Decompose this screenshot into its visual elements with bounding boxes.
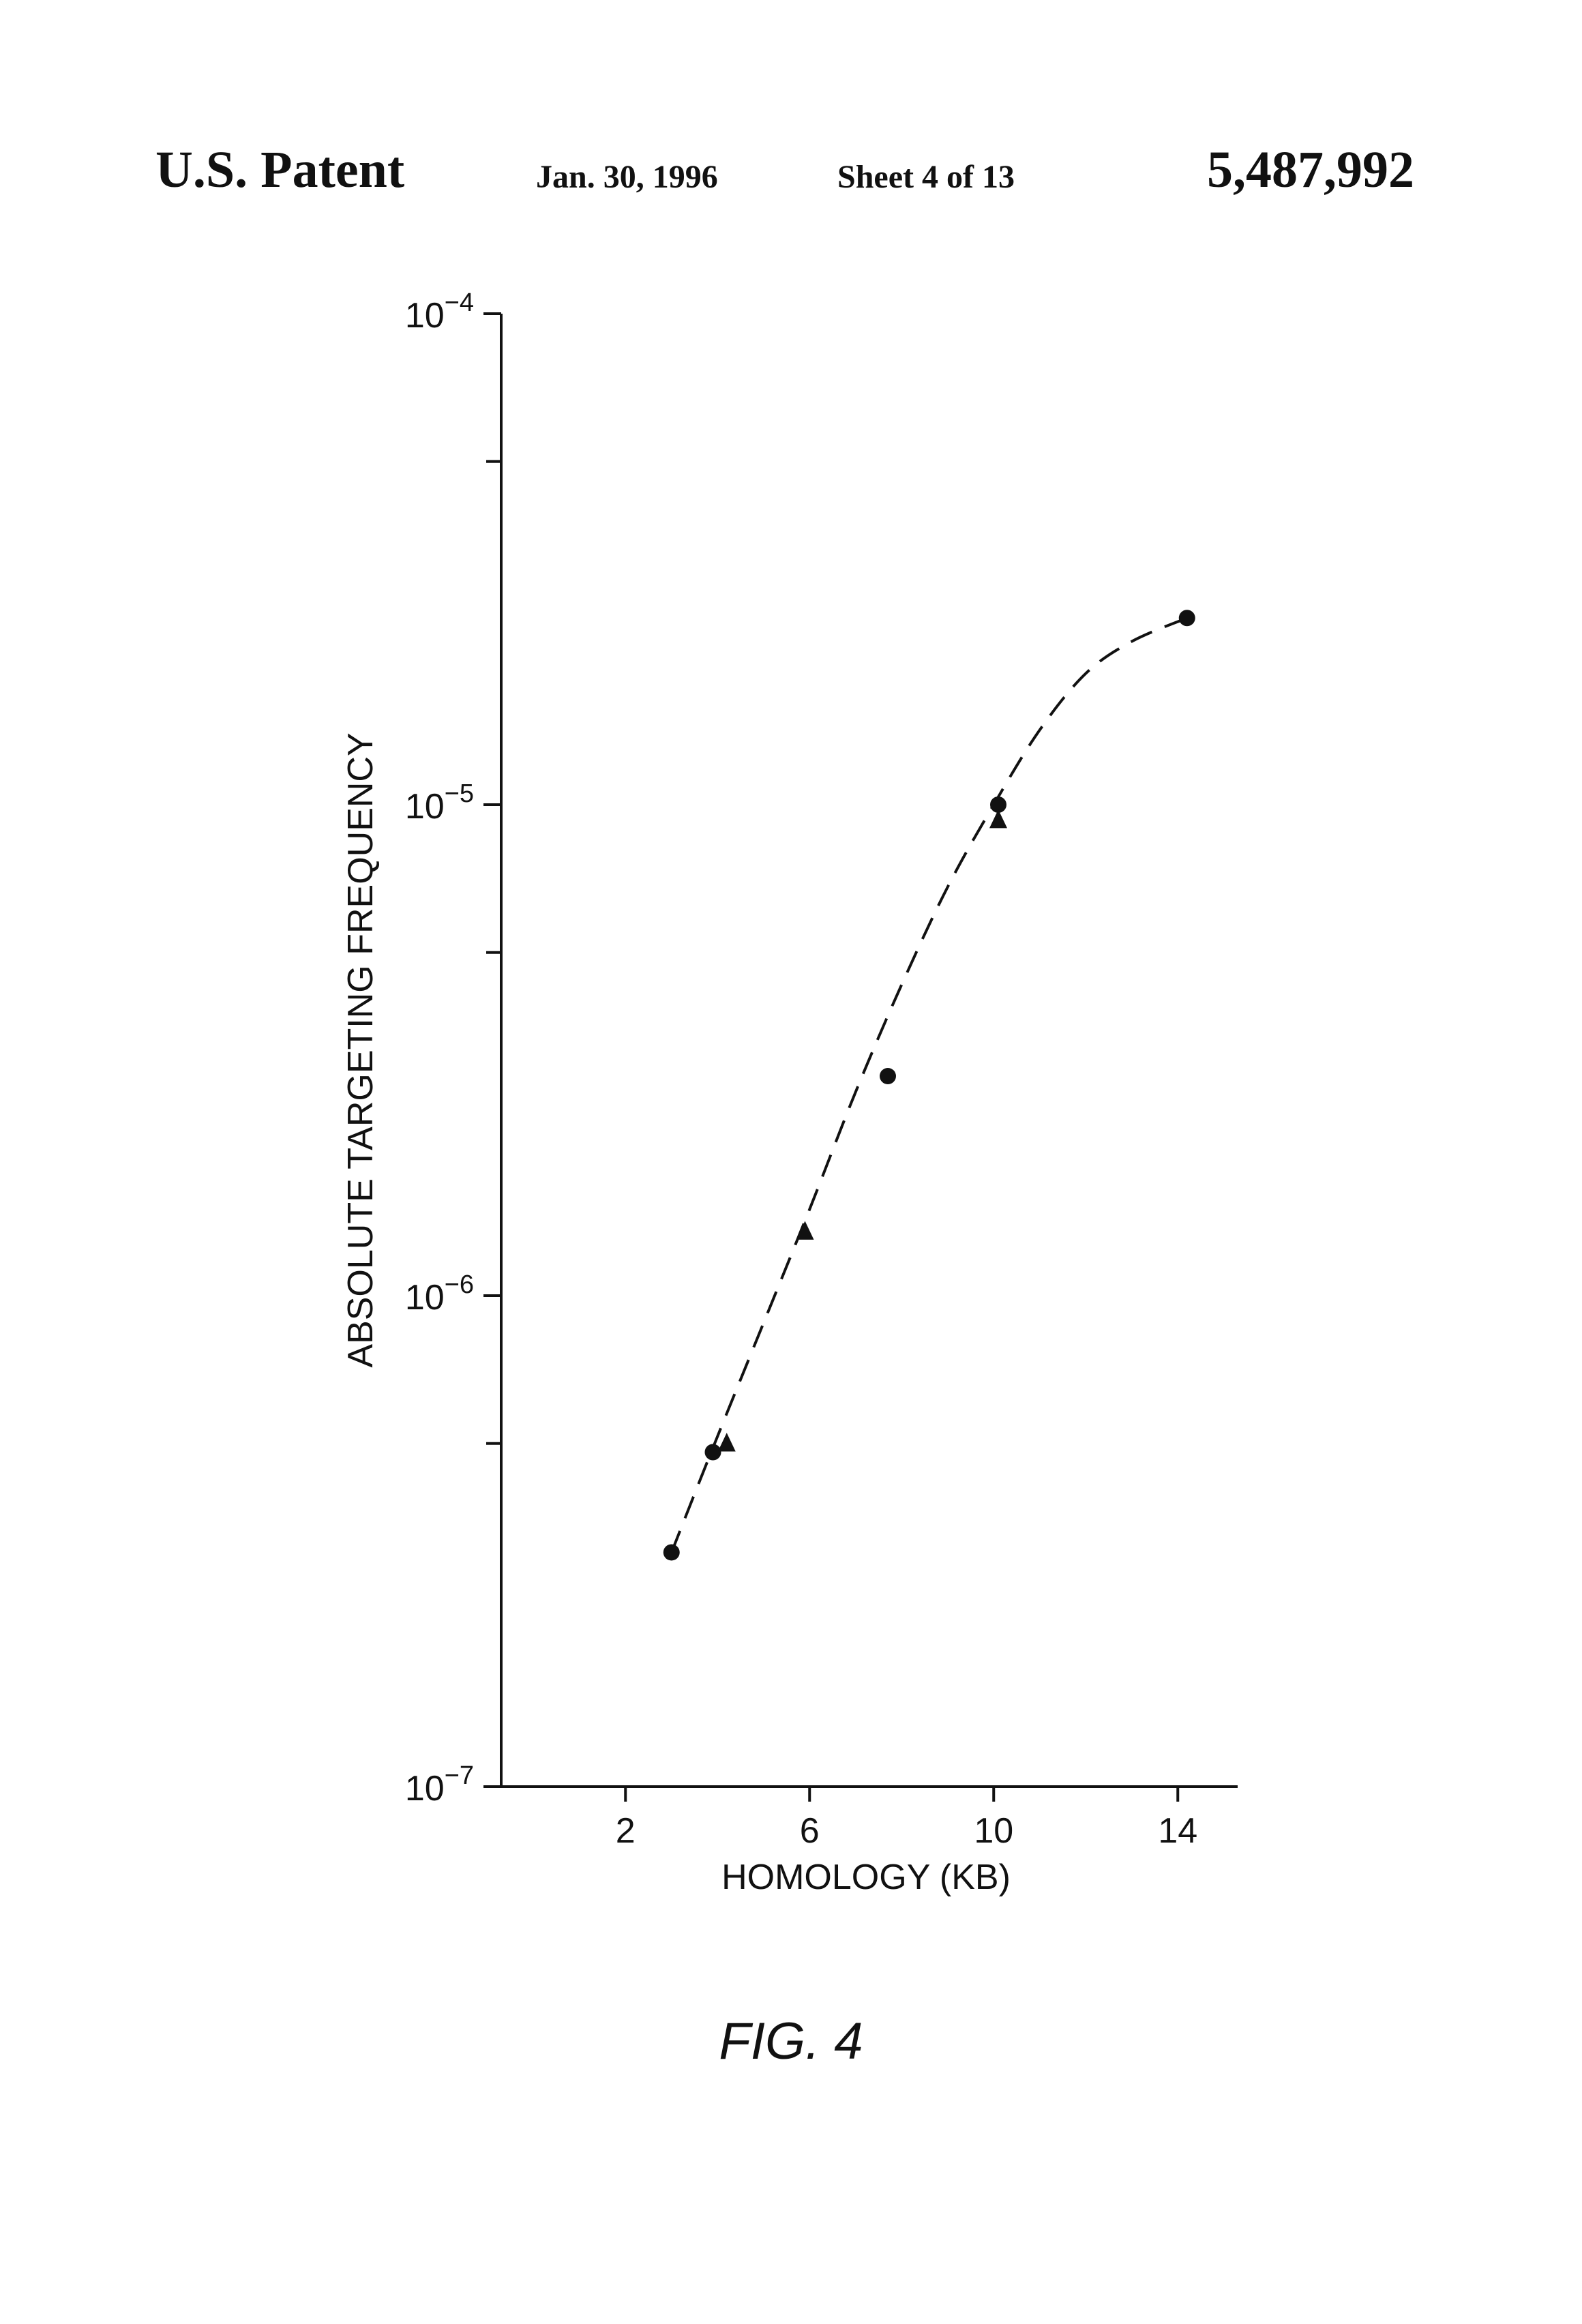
y-tick-label: 10−5	[405, 779, 474, 826]
data-points	[663, 610, 1195, 1560]
y-tick-label: 10−4	[405, 288, 474, 336]
fit-curve-layer	[672, 618, 1187, 1552]
axes	[501, 314, 1238, 1787]
x-axis-label: HOMOLOGY (KB)	[721, 1858, 1011, 1897]
data-point-circle	[880, 1068, 896, 1084]
y-tick-label: 10−6	[405, 1270, 474, 1317]
data-point-circle	[1179, 610, 1195, 626]
data-point-triangle	[989, 809, 1007, 828]
data-point-circle	[705, 1444, 721, 1461]
x-tick-label: 14	[1158, 1811, 1197, 1851]
data-point-triangle	[718, 1433, 736, 1451]
x-tick-label: 10	[974, 1811, 1013, 1851]
y-tick-label: 10−7	[405, 1761, 474, 1808]
fit-curve	[672, 618, 1187, 1552]
x-tick-label: 2	[616, 1811, 636, 1851]
x-tick-label: 6	[800, 1811, 820, 1851]
data-point-circle	[663, 1544, 680, 1560]
figure-caption: FIG. 4	[0, 2012, 1582, 2071]
data-point-triangle	[796, 1221, 814, 1240]
y-axis-label: ABSOLUTE TARGETING FREQUENCY	[341, 732, 380, 1367]
axis-ticks: 10−4 10−5 10−6 10−7 2 6 10 14	[405, 288, 1197, 1851]
